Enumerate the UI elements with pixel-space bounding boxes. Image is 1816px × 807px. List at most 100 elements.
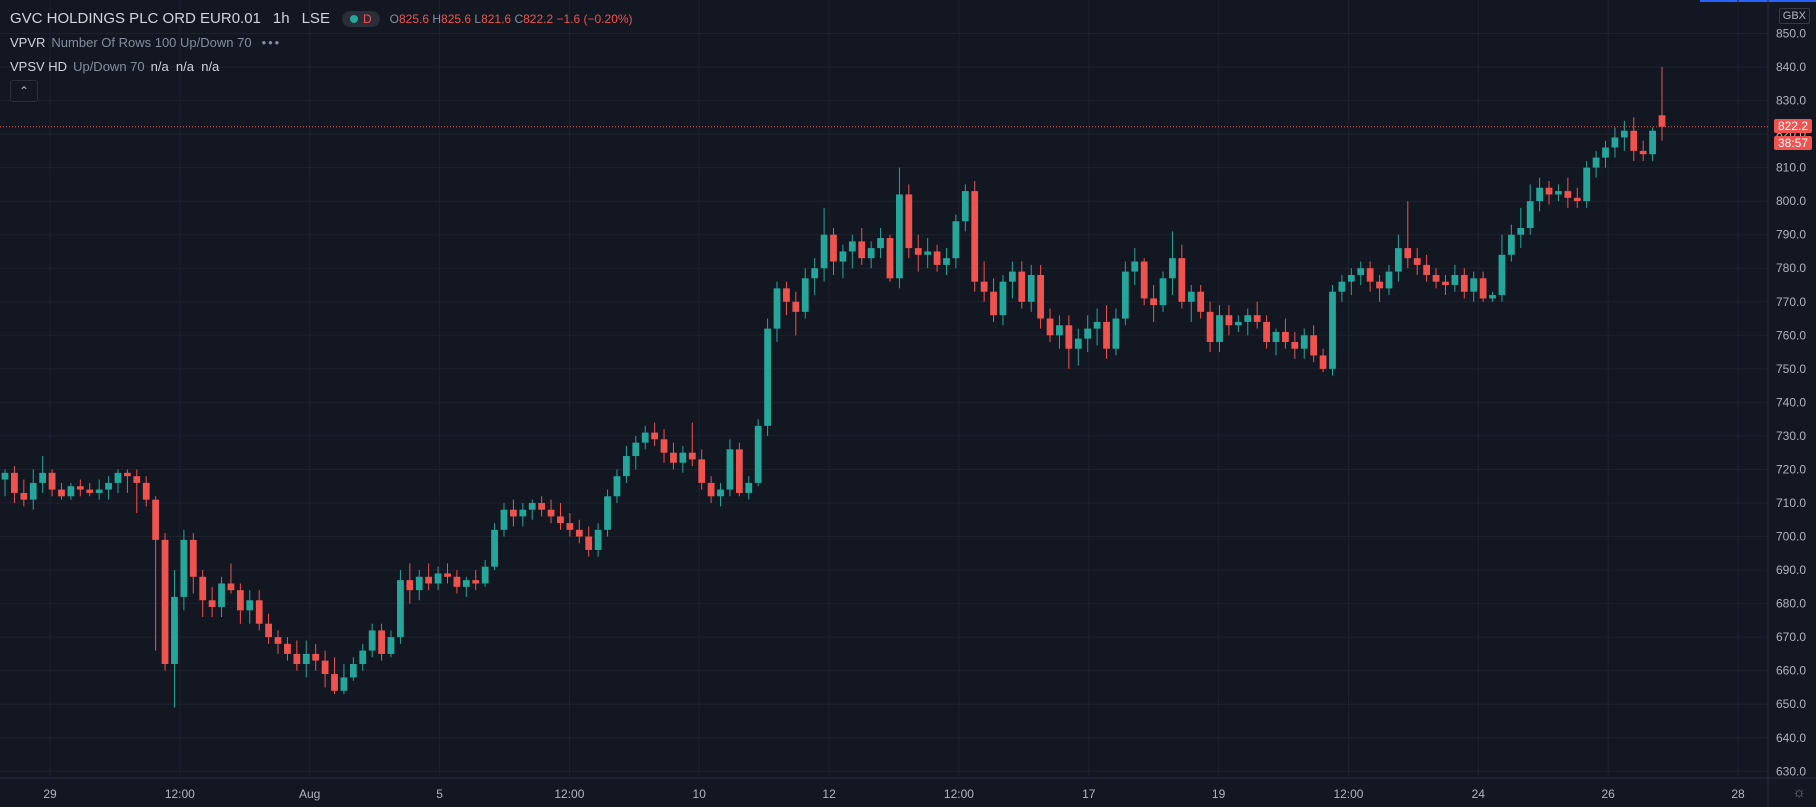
candle-body [67,486,75,497]
candle-body [754,425,762,483]
price-tick-label: 850.0 [1776,26,1806,40]
collapse-legend-button[interactable]: ⌃ [10,80,38,102]
candle-body [236,590,244,611]
candle-body [1093,321,1101,329]
candle-body [811,268,819,279]
interval-label[interactable]: 1h [272,10,290,27]
price-tick-label: 660.0 [1776,664,1806,678]
candle-body [1178,258,1186,302]
candle-body [1244,315,1252,322]
candle-body [820,234,828,269]
price-tick-label: 720.0 [1776,462,1806,476]
top-accent-bar [1700,0,1816,2]
time-tick-label: 29 [43,787,57,801]
price-tick-label: 760.0 [1776,328,1806,342]
candle-body [312,653,320,661]
candle-body [745,482,753,493]
candle-body [86,489,94,493]
candle-body [1187,291,1195,302]
candle-body [1394,248,1402,272]
candle-body [1479,278,1487,299]
current-price-label: 822.2 [1774,118,1813,133]
candle-body [1366,268,1374,282]
candle-body [349,663,357,678]
price-tick-label: 710.0 [1776,496,1806,510]
gear-icon[interactable]: ☼ [1792,784,1806,801]
candle-body [914,248,922,255]
vpvr-params: Number Of Rows 100 Up/Down 70 [51,35,252,50]
candle-body [886,238,894,279]
candle-body [858,241,866,259]
candle-body [1018,271,1026,302]
candle-body [1564,191,1572,198]
candle-body [491,529,498,567]
time-tick-label: Aug [299,787,320,801]
candle-body [406,580,414,591]
vpvr-legend[interactable]: VPVR Number Of Rows 100 Up/Down 70 ••• [10,35,281,50]
candle-body [1620,130,1628,138]
candle-body [1347,274,1355,282]
candle-body [415,576,423,591]
candle-body [641,432,649,443]
candle-body [274,637,282,644]
candle-body [1159,278,1167,306]
price-tick-label: 790.0 [1776,228,1806,242]
candle-body [1103,321,1110,349]
change-value: −1.6 (−0.20%) [556,11,633,26]
candle-body [1272,331,1280,343]
market-status-letter: D [362,11,372,26]
candle-body [1,472,9,480]
candle-body [1639,150,1647,155]
candle-body [255,600,263,624]
time-tick-label: 26 [1601,787,1615,801]
candle-body [246,600,254,611]
candle-body [368,630,376,651]
candle-body [735,449,743,493]
candle-body [679,452,687,463]
vpsv-legend[interactable]: VPSV HD Up/Down 70 n/a n/a n/a [10,59,219,74]
candle-body [1282,331,1289,343]
candle-body [11,472,18,493]
candle-body [924,251,932,255]
candle-body [29,482,37,500]
candle-body [1413,258,1421,265]
candle-body [1291,342,1299,349]
candle-body [604,496,611,530]
candle-body [783,288,790,302]
low-value: 821.6 [481,11,512,26]
currency-unit-badge[interactable]: GBX [1778,8,1810,24]
close-label: C [514,11,524,26]
candle-body [39,472,47,483]
candle-body [547,509,555,517]
time-tick-label: 19 [1212,787,1226,801]
chevron-up-icon: ⌃ [18,84,30,98]
candle-body [1263,321,1270,343]
candle-body [359,650,367,664]
candle-body [830,234,837,262]
candle-body [613,476,621,497]
candle-body [801,278,809,312]
symbol-name[interactable]: GVC HOLDINGS PLC ORD EUR0.01 [10,10,261,27]
more-options-icon[interactable]: ••• [261,35,282,50]
ohlc-values: O825.6 H825.6 L821.6 C822.2 −1.6 (−0.20%… [390,12,633,26]
candle-body [660,439,668,453]
price-tick-label: 840.0 [1776,60,1806,74]
candle-body [1451,274,1459,286]
candle-body [1658,115,1666,127]
time-tick-label: 5 [436,787,443,801]
candle-body [1432,274,1440,282]
candle-body [848,241,856,252]
candle-body [1404,248,1412,259]
candle-body [1225,315,1233,326]
candle-body [538,502,546,510]
candle-body [1234,321,1242,326]
candle-body [189,539,197,577]
vpvr-name: VPVR [10,35,46,50]
candle-body [321,660,329,675]
market-status-badge[interactable]: D [341,10,380,27]
open-value: 825.6 [398,11,429,26]
candle-body [1498,254,1506,296]
candle-body [227,583,235,591]
price-tick-label: 750.0 [1776,362,1806,376]
